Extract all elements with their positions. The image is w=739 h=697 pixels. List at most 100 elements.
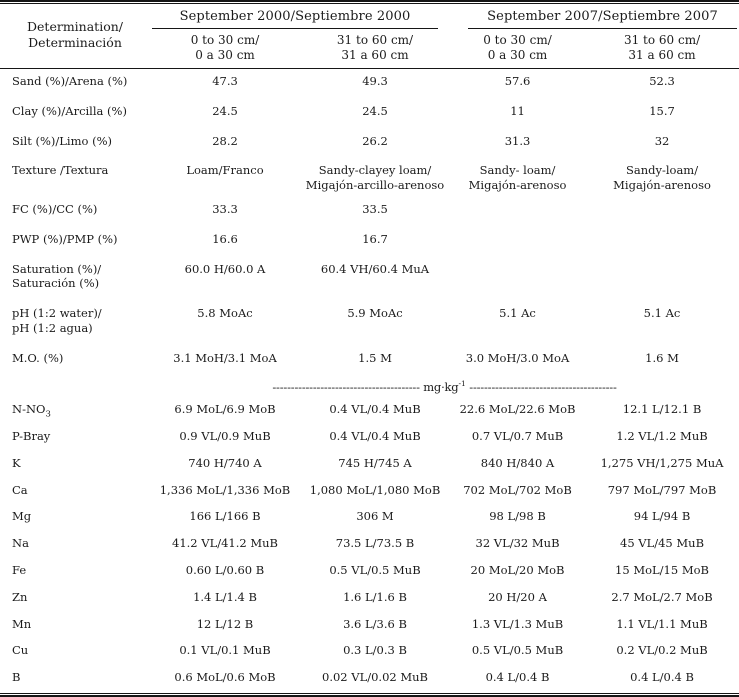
divider-dashes-left: ----------------------------------------	[272, 380, 420, 395]
value-cell: 0.5 VL/0.5 MuB	[471, 643, 564, 658]
value-cell: 1,336 MoL/1,336 MoB	[159, 482, 291, 497]
value-cell: 1.6 L/1.6 B	[343, 589, 407, 604]
value-cell: 1.1 VL/1.1 MuB	[616, 616, 708, 631]
row-label: K	[12, 455, 21, 470]
value-cell: 31.3	[504, 133, 531, 148]
table-row: Clay (%)/Arcilla (%) 24.5 24.5 11 15.7	[0, 99, 739, 129]
value-cell: 12.1 L/12.1 B	[622, 402, 702, 417]
value-cell: 41.2 VL/41.2 MuB	[172, 536, 278, 551]
row-label: B	[12, 670, 21, 685]
row-label: Ca	[12, 482, 28, 497]
value-cell: 0.5 VL/0.5 MuB	[329, 562, 421, 577]
value-cell: 20 H/20 A	[488, 589, 547, 604]
value-cell: 6.9 MoL/6.9 MoB	[174, 402, 276, 417]
value-cell: 22.6 MoL/22.6 MoB	[459, 402, 576, 417]
value-cell	[450, 257, 585, 301]
value-cell: 1.5 M	[358, 350, 392, 365]
value-cell: 0.02 VL/0.02 MuB	[322, 670, 428, 685]
row-label: Texture /Textura	[12, 163, 109, 178]
row-label: Clay (%)/Arcilla (%)	[12, 103, 127, 118]
value-cell: 840 H/840 A	[480, 455, 555, 470]
value-cell	[585, 227, 739, 257]
row-label: PWP (%)/PMP (%)	[12, 232, 118, 247]
value-cell: 5.1 Ac	[499, 306, 536, 321]
row-label: FC (%)/CC (%)	[12, 202, 98, 217]
value-cell: 60.4 VH/60.4 MuA	[320, 261, 430, 276]
mineral-content-section: N-NO3 6.9 MoL/6.9 MoB 0.4 VL/0.4 MuB 22.…	[0, 399, 739, 694]
value-cell: Sandy-clayey loam/ Migajón-arcillo-areno…	[305, 163, 445, 192]
table-row: Mn 12 L/12 B 3.6 L/3.6 B 1.3 VL/1.3 MuB …	[0, 613, 739, 640]
group-header-september-2007: September 2007/Septiembre 2007	[450, 4, 739, 29]
value-cell: 0.60 L/0.60 B	[185, 562, 265, 577]
determination-label: Determination/ Determinación	[27, 19, 123, 50]
value-cell: 0.6 MoL/0.6 MoB	[174, 670, 276, 685]
value-cell: 1,080 MoL/1,080 MoB	[309, 482, 441, 497]
value-cell: 45 VL/45 MuB	[620, 536, 705, 551]
value-cell: 98 L/98 B	[489, 509, 546, 524]
depth-label: 0 to 30 cm/ 0 a 30 cm	[190, 33, 260, 62]
col-header-2000-0-30: 0 to 30 cm/ 0 a 30 cm	[150, 29, 300, 69]
value-cell: Loam/Franco	[186, 163, 264, 178]
row-label: N-NO3	[12, 402, 51, 420]
table-row: pH (1:2 water)/ pH (1:2 agua) 5.8 MoAc 5…	[0, 301, 739, 345]
row-label: Cu	[12, 643, 29, 658]
row-label: Fe	[12, 562, 27, 577]
table-row: Mg 166 L/166 B 306 M 98 L/98 B 94 L/94 B	[0, 506, 739, 533]
row-label: Saturation (%)/ Saturación (%)	[12, 261, 102, 291]
value-cell: 306 M	[356, 509, 394, 524]
soil-analysis-table: Determination/ Determinación September 2…	[0, 3, 739, 695]
table-row: P-Bray 0.9 VL/0.9 MuB 0.4 VL/0.4 MuB 0.7…	[0, 426, 739, 453]
row-label: Silt (%)/Limo (%)	[12, 133, 112, 148]
value-cell: 24.5	[362, 103, 388, 118]
value-cell: 0.4 L/0.4 B	[485, 670, 550, 685]
divider-dashes-right: ----------------------------------------	[465, 380, 617, 395]
row-label: M.O. (%)	[12, 350, 64, 365]
group-header-row: Determination/ Determinación September 2…	[0, 3, 739, 69]
value-cell: 11	[510, 103, 525, 118]
table-row: K 740 H/740 A 745 H/745 A 840 H/840 A 1,…	[0, 452, 739, 479]
value-cell: 0.4 VL/0.4 MuB	[329, 402, 421, 417]
value-cell: 0.9 VL/0.9 MuB	[179, 429, 271, 443]
col-header-2007-0-30: 0 to 30 cm/ 0 a 30 cm	[450, 29, 586, 69]
value-cell: 24.5	[212, 103, 238, 118]
value-cell: 1.4 L/1.4 B	[193, 589, 257, 604]
value-cell: 47.3	[212, 74, 238, 88]
value-cell: 5.8 MoAc	[197, 306, 253, 321]
value-cell: 1.2 VL/1.2 MuB	[616, 429, 708, 443]
table-row: N-NO3 6.9 MoL/6.9 MoB 0.4 VL/0.4 MuB 22.…	[0, 399, 739, 426]
value-cell: 0.2 VL/0.2 MuB	[616, 643, 708, 658]
physical-properties-section: Sand (%)/Arena (%) 47.3 49.3 57.6 52.3 C…	[0, 69, 739, 376]
col-header-2000-31-60: 31 to 60 cm/ 31 a 60 cm	[300, 29, 451, 69]
value-cell: 3.1 MoH/3.1 MoA	[173, 350, 277, 365]
table-row: B 0.6 MoL/0.6 MoB 0.02 VL/0.02 MuB 0.4 L…	[0, 667, 739, 694]
value-cell: 0.3 L/0.3 B	[343, 643, 407, 658]
value-cell: 3.6 L/3.6 B	[343, 616, 407, 631]
row-label: Zn	[12, 589, 28, 604]
value-cell	[450, 197, 585, 227]
value-cell: 94 L/94 B	[633, 509, 691, 524]
value-cell: Sandy-loam/ Migajón-arenoso	[613, 163, 711, 192]
value-cell: 15 MoL/15 MoB	[615, 562, 709, 577]
value-cell: 16.7	[362, 232, 388, 247]
value-cell: 20 MoL/20 MoB	[470, 562, 565, 577]
value-cell	[585, 257, 739, 301]
value-cell: 0.4 VL/0.4 MuB	[329, 429, 421, 443]
table-row: M.O. (%) 3.1 MoH/3.1 MoA 1.5 M 3.0 MoH/3…	[0, 346, 739, 376]
table-row: Saturation (%)/ Saturación (%) 60.0 H/60…	[0, 257, 739, 301]
value-cell: 1.3 VL/1.3 MuB	[471, 616, 564, 631]
value-cell: 1.6 M	[645, 350, 679, 365]
value-cell: 33.5	[362, 202, 388, 217]
row-label: Na	[12, 536, 29, 551]
determination-column-header: Determination/ Determinación	[0, 3, 150, 69]
group-header-september-2000: September 2000/Septiembre 2000	[150, 4, 450, 29]
value-cell: 797 MoL/797 MoB	[607, 482, 717, 497]
value-cell: 57.6	[504, 74, 531, 88]
col-header-2007-31-60: 31 to 60 cm/ 31 a 60 cm	[585, 29, 739, 69]
unit-divider-cell: ----------------------------------------…	[150, 375, 739, 398]
value-cell: 5.1 Ac	[643, 306, 681, 321]
value-cell: 1,275 VH/1,275 MuA	[600, 455, 724, 470]
table-header: Determination/ Determinación September 2…	[0, 3, 739, 69]
depth-label: 31 to 60 cm/ 31 a 60 cm	[623, 33, 701, 62]
value-cell: 12 L/12 B	[196, 616, 254, 631]
table-row: Silt (%)/Limo (%) 28.2 26.2 31.3 32	[0, 129, 739, 159]
